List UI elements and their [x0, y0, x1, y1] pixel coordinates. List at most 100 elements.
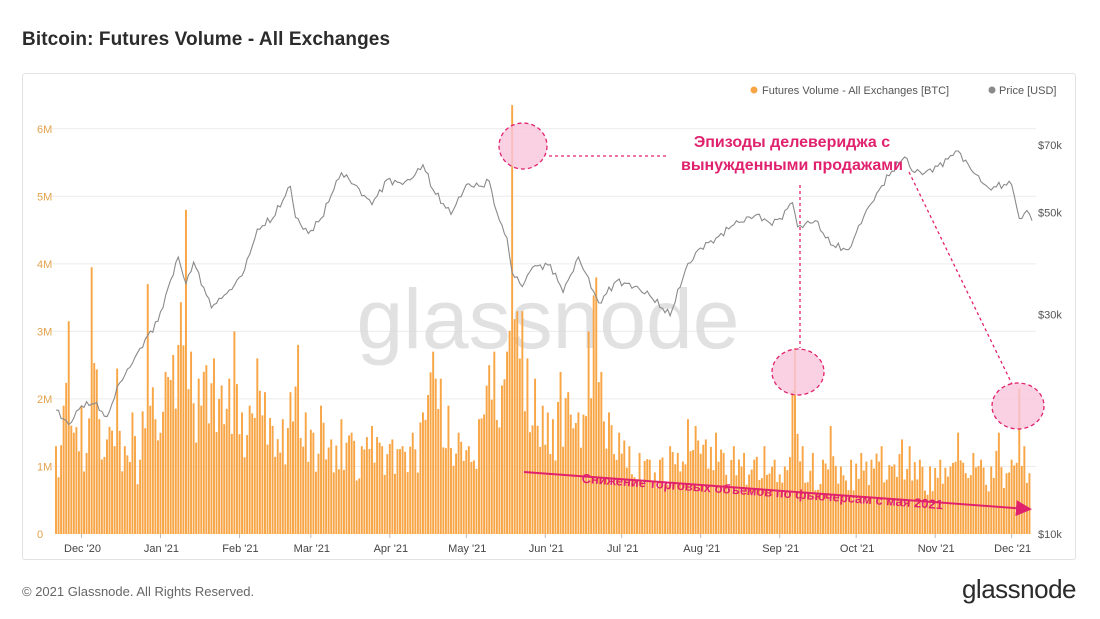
volume-bar	[185, 209, 187, 535]
volume-bar	[192, 403, 195, 534]
volume-bar	[692, 450, 695, 534]
volume-bar	[485, 385, 488, 534]
volume-bar	[116, 368, 119, 534]
volume-bar	[391, 439, 394, 534]
volume-bar	[804, 482, 807, 534]
volume-bar	[534, 378, 537, 534]
volume-bar	[842, 475, 845, 534]
volume-bar	[215, 432, 218, 534]
volume-bar	[613, 454, 616, 534]
volume-bar	[483, 414, 486, 534]
volume-bar	[312, 432, 315, 534]
volume-bar	[108, 426, 111, 534]
volume-bar	[269, 418, 272, 534]
volume-bar	[758, 479, 761, 534]
volume-bar	[233, 331, 236, 534]
volume-bar	[284, 464, 287, 534]
volume-bar	[75, 427, 78, 534]
volume-bar	[885, 479, 888, 534]
x-tick-label: Dec '21	[994, 543, 1031, 555]
volume-bar	[427, 395, 430, 534]
volume-bar	[916, 479, 919, 534]
y-tick-right: $10k	[1038, 529, 1062, 541]
volume-bar	[95, 369, 98, 534]
x-axis: Dec '20 Jan '21 Feb '21 Mar '21 Apr '21 May '…	[64, 534, 1031, 555]
volume-bar	[880, 446, 883, 534]
volume-bar	[85, 452, 88, 534]
volume-bar	[743, 452, 746, 534]
volume-bar	[70, 425, 73, 534]
y-tick-right: $30k	[1038, 310, 1062, 322]
volume-bar	[220, 385, 223, 534]
volume-bar	[783, 466, 786, 534]
volume-bar	[480, 418, 483, 534]
volume-bar	[562, 446, 565, 534]
volume-bar	[618, 432, 621, 534]
volume-bar	[248, 405, 251, 534]
volume-bar	[475, 468, 478, 534]
volume-bar	[118, 430, 121, 534]
volume-bar	[470, 461, 473, 534]
x-tick-label: May '21	[448, 543, 486, 555]
y-tick-left: 3M	[37, 326, 52, 338]
volume-bar	[681, 461, 684, 534]
volume-bar	[360, 446, 363, 534]
volume-bar	[281, 419, 284, 534]
volume-bar	[498, 427, 501, 534]
volume-bar	[845, 480, 847, 534]
volume-bar	[592, 295, 595, 534]
volume-bar	[664, 484, 667, 534]
volume-bar	[241, 412, 243, 534]
volume-bar	[824, 463, 827, 534]
volume-bar	[373, 462, 376, 534]
volume-bar	[279, 452, 282, 534]
volume-bar	[276, 439, 279, 534]
volume-bar	[926, 494, 929, 534]
volume-bar	[309, 429, 312, 534]
volume-bar	[814, 490, 817, 534]
volume-bar	[911, 480, 914, 534]
volume-bar	[434, 378, 437, 534]
volume-bar	[1000, 467, 1003, 534]
volume-bar	[641, 481, 644, 534]
volume-bar	[801, 446, 804, 534]
volume-bar	[924, 490, 926, 534]
volume-bar	[294, 386, 297, 534]
volume-bar	[429, 372, 432, 534]
volume-bar	[949, 466, 952, 534]
volume-bar	[873, 468, 875, 534]
volume-bar	[256, 358, 259, 534]
volume-bar	[735, 475, 738, 534]
volume-bar	[1028, 473, 1031, 534]
volume-bar	[860, 452, 863, 534]
volume-bar	[286, 428, 289, 534]
volume-bar	[238, 434, 241, 534]
volume-bar	[72, 432, 75, 534]
volume-bar	[169, 379, 172, 534]
volume-bar	[651, 481, 654, 534]
volume-bar	[732, 446, 735, 534]
x-tick-label: Dec '20	[64, 543, 101, 555]
x-tick-label: Jun '21	[529, 543, 564, 555]
volume-bar	[862, 470, 865, 534]
volume-bar	[246, 435, 249, 534]
volume-bar	[755, 456, 758, 534]
volume-bar	[982, 467, 985, 534]
volume-bar	[172, 355, 175, 534]
volume-bar	[987, 491, 990, 534]
volume-bar	[121, 471, 124, 534]
volume-bar	[230, 433, 233, 534]
volume-bar	[442, 447, 445, 534]
volume-bar	[55, 446, 57, 534]
volume-bar	[972, 452, 975, 534]
volume-bar	[404, 451, 407, 534]
volume-bar	[495, 420, 498, 534]
volume-bar	[136, 484, 139, 534]
x-tick-label: Sep '21	[762, 543, 799, 555]
volume-bar	[997, 432, 1000, 534]
volume-bar	[90, 267, 93, 534]
volume-bar	[1013, 465, 1016, 534]
volume-bar	[350, 432, 353, 534]
volume-bar	[656, 487, 659, 534]
